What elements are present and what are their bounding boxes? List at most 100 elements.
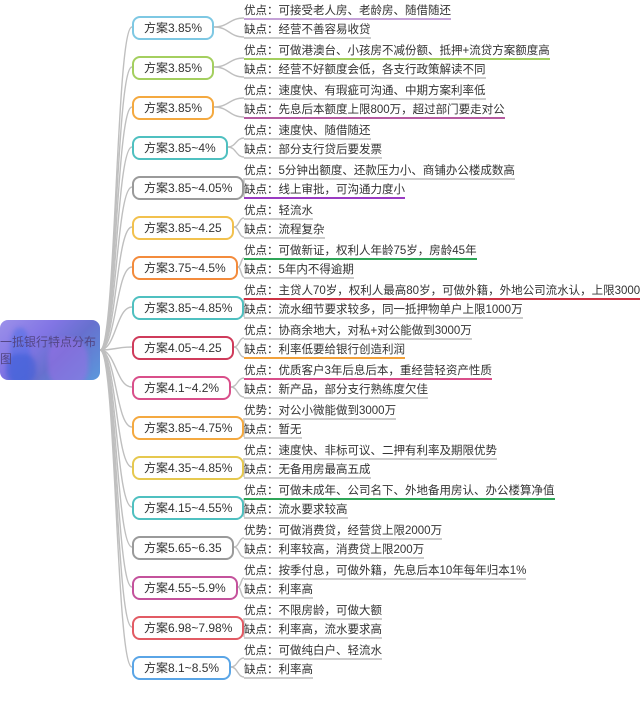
con-underline [244,637,382,639]
plan-label: 方案8.1~8.5% [144,661,219,675]
pro-underline [244,138,371,140]
pro-note: 优点：不限房龄，可做大额 [244,606,382,618]
pro-note: 优点：5分钟出额度、还款压力小、商铺办公楼成数高 [244,166,515,178]
pro-note: 优点：可接受老人房、老龄房、随借随还 [244,6,451,18]
plan-node: 方案4.55~5.9% [132,576,238,600]
con-underline [244,557,424,559]
con-underline [244,117,505,119]
con-note: 缺点：利率较高，消费贷上限200万 [244,545,424,557]
pro-underline [244,618,382,620]
con-underline [244,397,428,399]
con-note: 缺点：利率高 [244,665,313,677]
plan-label: 方案4.15~4.55% [144,501,232,515]
con-underline [244,197,405,199]
plan-node: 方案3.85% [132,16,214,40]
con-underline [244,157,382,159]
pro-underline [244,578,526,580]
pro-underline [244,338,472,340]
con-note: 缺点：暂无 [244,425,302,437]
plan-label: 方案3.85% [144,61,202,75]
plan-node: 方案3.85~4.05% [132,176,244,200]
con-note: 缺点：流程复杂 [244,225,325,237]
plan-label: 方案3.85~4.25 [144,221,222,235]
pro-note: 优点：协商余地大，对私+对公能做到3000万 [244,326,472,338]
plan-node: 方案3.75~4.5% [132,256,238,280]
pro-note: 优点：可做纯白户、轻流水 [244,646,382,658]
pro-note: 优点：可做港澳台、小孩房不减份额、抵押+流贷方案额度高 [244,46,550,58]
con-underline [244,357,405,359]
plan-label: 方案4.1~4.2% [144,381,219,395]
con-underline [244,597,313,599]
plan-node: 方案3.85% [132,56,214,80]
pro-note: 优点：优质客户3年后息后本，重经营轻资产性质 [244,366,492,378]
plan-label: 方案4.55~5.9% [144,581,226,595]
pro-underline [244,378,492,380]
plan-label: 方案3.85~4.05% [144,181,232,195]
pro-note: 优点：按季付息，可做外籍，先息后本10年每年归本1% [244,566,526,578]
con-underline [244,677,313,679]
plan-label: 方案4.05~4.25 [144,341,222,355]
con-underline [244,277,354,279]
plan-label: 方案4.35~4.85% [144,461,232,475]
con-underline [244,437,302,439]
plan-label: 方案5.65~6.35 [144,541,222,555]
con-underline [244,237,325,239]
pro-note: 优势：对公小微能做到3000万 [244,406,396,418]
con-note: 缺点：流水细节要求较多，同一抵押物单户上限1000万 [244,305,523,317]
plan-node: 方案4.15~4.55% [132,496,244,520]
root-label: 一抵银行特点分布图 [0,333,100,367]
pro-underline [244,258,477,260]
pro-underline [244,418,396,420]
pro-note: 优点：速度快、非标可议、二押有利率及期限优势 [244,446,497,458]
plan-node: 方案6.98~7.98% [132,616,244,640]
pro-underline [244,178,515,180]
plan-label: 方案3.85% [144,101,202,115]
plan-node: 方案3.85% [132,96,214,120]
plan-node: 方案3.85~4.25 [132,216,234,240]
mindmap-stage: 一抵银行特点分布图 方案3.85% 优点：可接受老人房、老龄房、随借随还缺点：经营不… [0,0,640,705]
pro-note: 优点：速度快、随借随还 [244,126,371,138]
pro-underline [244,298,640,300]
pro-note: 优点：速度快、有瑕疵可沟通、中期方案利率低 [244,86,486,98]
plan-label: 方案3.85~4% [144,141,216,155]
plan-node: 方案4.1~4.2% [132,376,231,400]
pro-note: 优点：轻流水 [244,206,313,218]
pro-note: 优点：可做未成年、公司名下、外地备用房认、办公楼算净值 [244,486,555,498]
pro-underline [244,498,555,500]
pro-underline [244,18,451,20]
plan-node: 方案5.65~6.35 [132,536,234,560]
plan-label: 方案3.85~4.75% [144,421,232,435]
con-note: 缺点：部分支行贷后要发票 [244,145,382,157]
con-underline [244,477,371,479]
plan-node: 方案3.85~4.85% [132,296,244,320]
con-note: 缺点：线上审批，可沟通力度小 [244,185,405,197]
con-underline [244,77,486,79]
con-note: 缺点：无备用房最高五成 [244,465,371,477]
con-note: 缺点：先息后本额度上限800万，超过部门要走对公 [244,105,505,117]
pro-underline [244,658,382,660]
con-note: 缺点：新产品，部分支行熟练度欠佳 [244,385,428,397]
plan-label: 方案3.75~4.5% [144,261,226,275]
con-note: 缺点：5年内不得逾期 [244,265,354,277]
con-note: 缺点：利率高 [244,585,313,597]
pro-underline [244,98,486,100]
pro-underline [244,218,313,220]
con-note: 缺点：流水要求较高 [244,505,348,517]
plan-label: 方案3.85~4.85% [144,301,232,315]
plan-node: 方案3.85~4% [132,136,228,160]
plan-node: 方案3.85~4.75% [132,416,244,440]
plan-label: 方案3.85% [144,21,202,35]
con-note: 缺点：利率高，流水要求高 [244,625,382,637]
con-underline [244,517,348,519]
pro-underline [244,458,497,460]
plan-node: 方案4.35~4.85% [132,456,244,480]
pro-note: 优点：可做新证，权利人年龄75岁，房龄45年 [244,246,477,258]
plan-node: 方案4.05~4.25 [132,336,234,360]
pro-underline [244,538,442,540]
plan-node: 方案8.1~8.5% [132,656,231,680]
root-node: 一抵银行特点分布图 [0,320,100,380]
con-underline [244,37,371,39]
con-note: 缺点：利率低要给银行创造利润 [244,345,405,357]
con-note: 缺点：经营不好额度会低，各支行政策解读不同 [244,65,486,77]
pro-underline [244,58,550,60]
